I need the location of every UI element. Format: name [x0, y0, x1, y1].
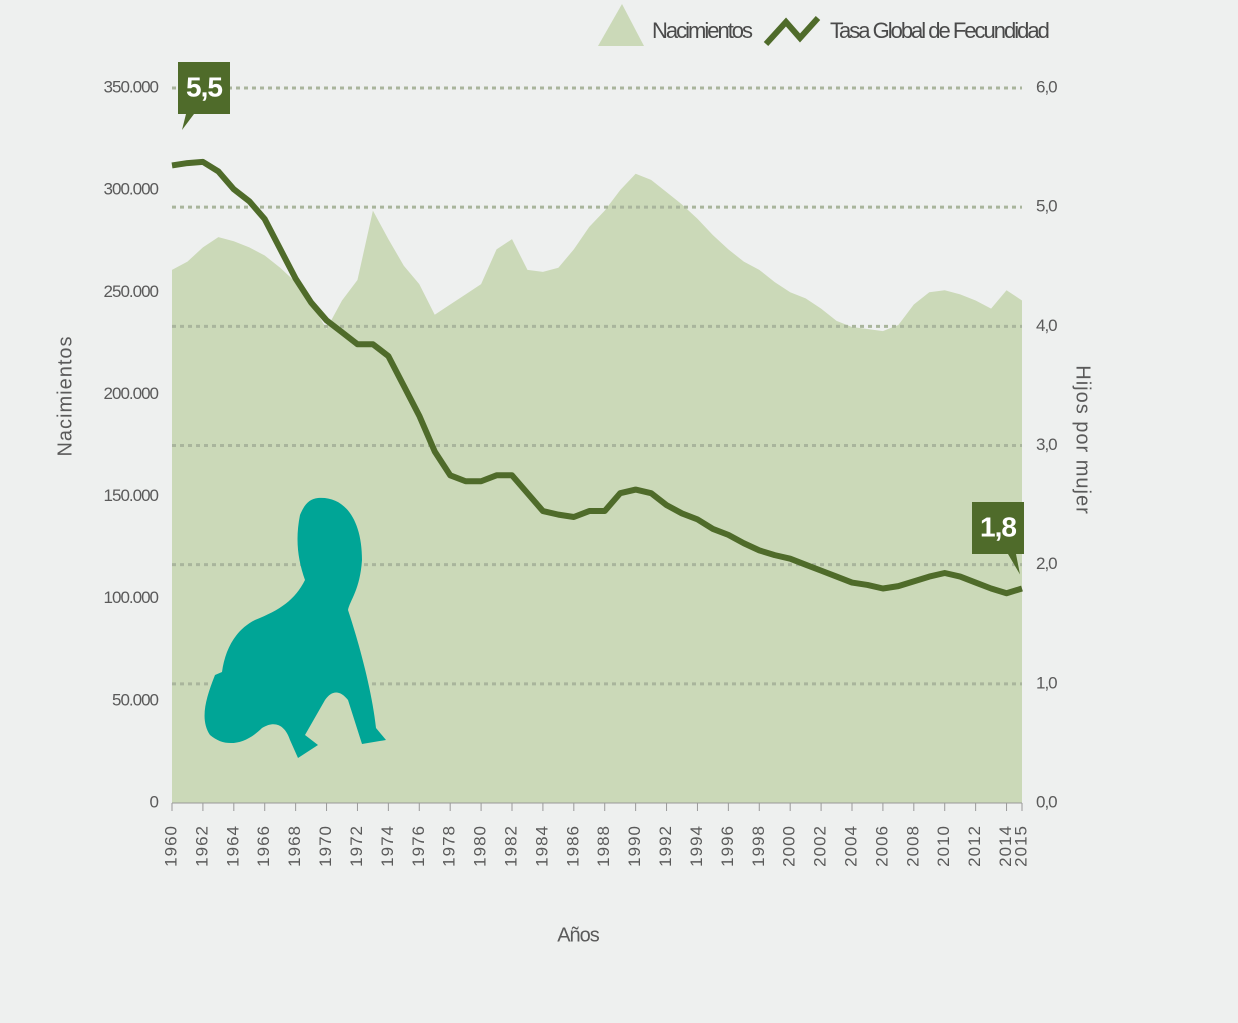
legend-swatch	[598, 4, 644, 46]
x-tick-label: 1996	[718, 825, 737, 867]
y2-tick-label: 5,0	[1036, 197, 1057, 216]
x-tick-label: 2014	[996, 825, 1015, 867]
x-tick-label: 2000	[780, 825, 799, 867]
y-axis-label: Nacimientos	[54, 335, 76, 456]
y-tick-label: 250.000	[104, 282, 159, 301]
x-tick-label: 1962	[192, 825, 211, 867]
y-tick-label: 350.000	[104, 77, 159, 96]
x-tick-label: 1982	[501, 825, 520, 867]
x-tick-label: 2002	[811, 825, 830, 867]
x-tick-label: 1986	[563, 825, 582, 867]
y2-tick-label: 6,0	[1036, 77, 1057, 96]
x-tick-label: 2010	[934, 825, 953, 867]
y2-tick-label: 2,0	[1036, 554, 1057, 573]
births-area	[172, 173, 1022, 804]
x-tick-label: 1964	[223, 825, 242, 867]
fertility-line	[171, 158, 1023, 597]
x-tick-label: 2004	[841, 825, 860, 867]
x-tick-label: 1980	[471, 825, 490, 867]
annotation-box	[178, 62, 230, 130]
x-tick-label: 2008	[903, 825, 922, 867]
y2-tick-label: 4,0	[1036, 316, 1057, 335]
x-tick-label: 1984	[532, 825, 551, 867]
x-tick-label: 1988	[594, 825, 613, 867]
annotation-label: 5,5	[186, 71, 222, 102]
y-tick-label: 50.000	[112, 690, 159, 709]
baby-illustration	[204, 497, 386, 758]
y-tick-label: 200.000	[104, 384, 159, 403]
x-tick-label: 1992	[656, 825, 675, 867]
y2-tick-label: 1,0	[1036, 673, 1057, 692]
y2-tick-label: 3,0	[1036, 435, 1057, 454]
y2-axis-label: Hijos por mujer	[1072, 365, 1094, 514]
x-tick-label: 1998	[749, 825, 768, 867]
x-tick-label: 1972	[347, 825, 366, 867]
annotation-label: 1,8	[980, 511, 1016, 542]
y-tick-label: 300.000	[104, 180, 159, 199]
x-tick-label: 1978	[440, 825, 459, 867]
x-tick-label: 1974	[378, 825, 397, 867]
y-tick-label: 100.000	[104, 588, 159, 607]
annotation-box	[972, 502, 1024, 575]
y-tick-label: 0	[150, 792, 159, 811]
legend-label: Nacimientos	[652, 18, 753, 43]
y2-tick-label: 0,0	[1036, 792, 1057, 811]
legend-label: Tasa Global de Fecundidad	[830, 18, 1049, 43]
x-tick-label: 1970	[316, 825, 335, 867]
x-tick-label: 2006	[872, 825, 891, 867]
x-tick-label: 1968	[285, 825, 304, 867]
x-tick-label: 1976	[409, 825, 428, 867]
x-tick-label: 1994	[687, 825, 706, 867]
y-tick-label: 150.000	[104, 486, 159, 505]
legend-swatch	[763, 15, 821, 47]
x-tick-label: 1966	[254, 825, 273, 867]
x-tick-label: 2015	[1011, 825, 1030, 867]
x-tick-label: 1990	[625, 825, 644, 867]
x-tick-label: 2012	[965, 825, 984, 867]
x-tick-label: 1960	[161, 825, 180, 867]
x-axis-label: Años	[557, 924, 600, 946]
